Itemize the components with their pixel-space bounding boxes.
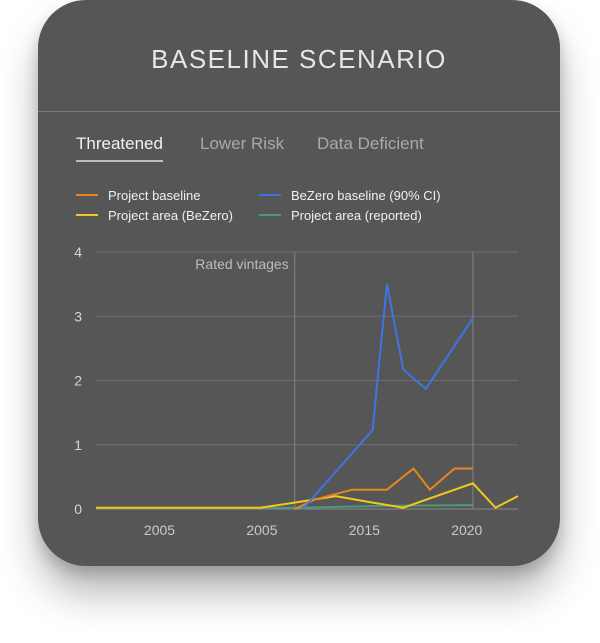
y-tick-label-3: 3 bbox=[74, 308, 82, 324]
chart-card: BASELINE SCENARIO Threatened Lower Risk … bbox=[38, 0, 560, 566]
legend-item-bezero-baseline: BeZero baseline (90% CI) bbox=[259, 186, 441, 204]
x-tick-label-2: 2015 bbox=[349, 522, 380, 538]
tab-lower-risk[interactable]: Lower Risk bbox=[200, 134, 285, 153]
series-line-project-baseline bbox=[294, 467, 473, 510]
legend-label-project-baseline: Project baseline bbox=[108, 187, 201, 203]
y-tick-label-1: 1 bbox=[74, 437, 82, 453]
legend-item-project-baseline: Project baseline bbox=[76, 186, 201, 204]
x-tick-label-0: 2005 bbox=[144, 522, 175, 538]
x-tick-label-1: 2005 bbox=[246, 522, 277, 538]
y-tick-label-0: 0 bbox=[74, 501, 82, 517]
series-line-bezero-baseline-90-ci bbox=[302, 283, 474, 510]
legend-swatch-project-area-reported bbox=[259, 214, 281, 216]
legend-label-bezero-baseline: BeZero baseline (90% CI) bbox=[291, 187, 441, 203]
legend-label-project-area-reported: Project area (reported) bbox=[291, 207, 422, 223]
header-divider bbox=[38, 111, 560, 112]
legend-item-project-area-bezero: Project area (BeZero) bbox=[76, 206, 233, 224]
series-line-project-area-bezero bbox=[96, 482, 519, 509]
card-title: BASELINE SCENARIO bbox=[151, 44, 447, 74]
rated-vintages-label: Rated vintages bbox=[195, 256, 288, 272]
tab-threatened[interactable]: Threatened bbox=[76, 134, 163, 162]
legend-swatch-project-baseline bbox=[76, 194, 98, 196]
legend-label-project-area-bezero: Project area (BeZero) bbox=[108, 207, 233, 223]
tab-data-deficient[interactable]: Data Deficient bbox=[317, 134, 424, 153]
legend-swatch-project-area-bezero bbox=[76, 214, 98, 216]
y-tick-label-2: 2 bbox=[74, 373, 82, 389]
line-chart: 0 1 2 3 4 Rated vintages 2005 2005 2015 2020 bbox=[74, 244, 519, 538]
chart-legend: Project baseline BeZero baseline (90% CI… bbox=[76, 186, 516, 230]
y-tick-label-4: 4 bbox=[74, 244, 82, 260]
legend-item-project-area-reported: Project area (reported) bbox=[259, 206, 422, 224]
legend-swatch-bezero-baseline bbox=[259, 194, 281, 196]
x-tick-label-3: 2020 bbox=[451, 522, 482, 538]
